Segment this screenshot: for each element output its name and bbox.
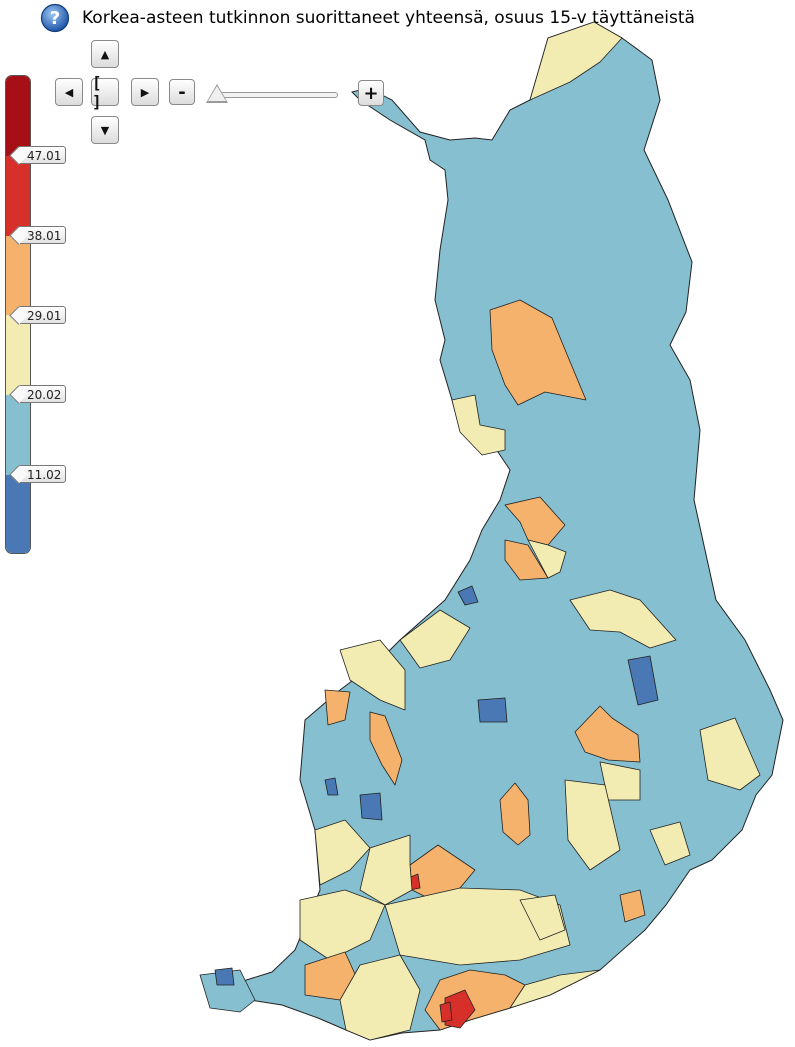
legend-swatch (6, 76, 30, 156)
arrow-left-icon: ◀ (64, 85, 74, 99)
legend-tick-label: 29.01 (18, 305, 67, 324)
zoom-slider-thumb[interactable] (206, 84, 228, 103)
zoom-out-label: - (178, 81, 186, 103)
region-sodankyla[interactable] (489, 299, 587, 406)
arrow-up-icon: ▲ (100, 47, 110, 61)
region-southwest-yellow[interactable] (299, 889, 386, 961)
map-title: Korkea-asteen tutkinnon suorittaneet yht… (82, 8, 695, 28)
pan-up-button[interactable]: ▲ (91, 40, 119, 68)
legend-swatch (6, 235, 30, 316)
reset-view-button[interactable]: [ ] (91, 73, 119, 111)
region-southwest-yellow-2[interactable] (339, 954, 421, 1041)
arrow-right-icon: ▶ (140, 85, 150, 99)
zoom-out-button[interactable]: - (169, 79, 195, 105)
region-east-yellow[interactable] (569, 589, 677, 649)
region-west-yellow-2[interactable] (399, 609, 471, 669)
region-west-yellow[interactable] (339, 639, 406, 711)
region-jyvaskyla[interactable] (499, 782, 531, 846)
pan-right-button[interactable]: ▶ (131, 78, 159, 106)
region-east-uusimaa-yellow[interactable] (509, 969, 601, 1009)
pan-left-button[interactable]: ◀ (55, 78, 83, 106)
region-lappeenranta[interactable] (619, 889, 646, 923)
region-central-darkblue[interactable] (477, 697, 508, 723)
zoom-slider-track[interactable] (214, 92, 338, 98)
zoom-in-label: + (363, 82, 379, 104)
region-east-yellow-2[interactable] (699, 717, 761, 791)
zoom-in-button[interactable]: + (358, 80, 384, 106)
legend-swatch (6, 315, 30, 396)
map-base (239, 21, 784, 1041)
finland-outline (239, 21, 784, 1041)
region-kuopio[interactable] (574, 705, 641, 763)
region-utsjoki[interactable] (529, 21, 623, 101)
region-darkblue-west[interactable] (359, 792, 383, 821)
region-oulu-south[interactable] (504, 539, 549, 581)
region-oulu-yellow[interactable] (527, 539, 567, 579)
region-east-yellow-4[interactable] (564, 779, 621, 871)
pan-down-button[interactable]: ▼ (91, 116, 119, 144)
region-east-darkblue[interactable] (627, 655, 659, 706)
legend-swatch (6, 155, 30, 236)
region-aland[interactable] (199, 969, 256, 1013)
region-tornio-coast[interactable] (451, 394, 506, 456)
legend-color-bar (5, 75, 31, 554)
region-pori[interactable] (314, 819, 371, 886)
region-pirkanmaa-yellow[interactable] (359, 834, 413, 906)
legend-tick-label: 11.02 (18, 465, 67, 484)
municipality-regions (199, 21, 761, 1041)
help-question-icon[interactable]: ? (40, 3, 70, 33)
legend-tick-label: 47.01 (18, 145, 67, 164)
region-darkblue-west-2[interactable] (324, 777, 339, 796)
region-darkblue-north[interactable] (457, 585, 479, 606)
arrow-down-icon: ▼ (100, 123, 110, 137)
title-bar: ? Korkea-asteen tutkinnon suorittaneet y… (40, 3, 695, 33)
legend-swatch (6, 475, 30, 553)
fit-view-icon: [ ] (92, 73, 102, 111)
region-vaasa[interactable] (324, 689, 351, 726)
legend-tick-label: 20.02 (18, 385, 67, 404)
region-aland-darkblue[interactable] (214, 967, 235, 986)
svg-text:?: ? (50, 8, 60, 29)
region-lahti[interactable] (519, 894, 566, 941)
legend-swatch (6, 395, 30, 476)
region-espoo[interactable] (439, 1001, 453, 1023)
region-east-yellow-5[interactable] (649, 821, 691, 866)
legend-tick-label: 38.01 (18, 225, 67, 244)
region-seinajoki[interactable] (369, 711, 403, 786)
